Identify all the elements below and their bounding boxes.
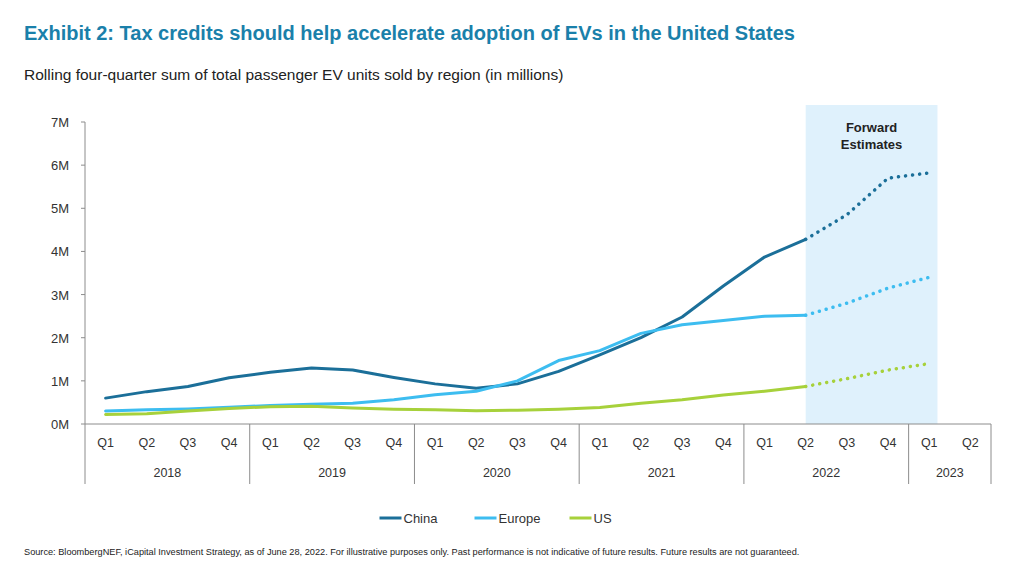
legend-label: China [404, 511, 439, 526]
title: Exhibit 2: Tax credits should help accel… [24, 22, 795, 44]
series-line [106, 386, 806, 414]
y-tick [81, 251, 85, 252]
x-group-label: 2020 [483, 466, 511, 480]
x-tick-label: Q2 [138, 436, 155, 450]
y-tick [81, 122, 85, 123]
group-separator [414, 424, 415, 484]
x-group-label: 2019 [318, 466, 346, 480]
x-tick-label: Q4 [386, 436, 403, 450]
group-separator [249, 424, 250, 484]
y-tick-label: 4M [51, 244, 69, 259]
x-tick-label: Q2 [962, 436, 979, 450]
y-tick-label: 5M [51, 201, 69, 216]
x-tick-label: Q1 [262, 436, 279, 450]
x-tick-label: Q4 [880, 436, 897, 450]
y-tick [81, 165, 85, 166]
x-tick-label: Q1 [591, 436, 608, 450]
y-tick-label: 0M [51, 417, 69, 432]
subtitle: Rolling four-quarter sum of total passen… [24, 66, 563, 83]
y-tick [81, 294, 85, 295]
x-tick-label: Q3 [674, 436, 691, 450]
x-tick-label: Q3 [344, 436, 361, 450]
y-axis [85, 122, 86, 424]
plot-area [106, 173, 930, 415]
x-tick-label: Q4 [715, 436, 732, 450]
x-tick-label: Q3 [180, 436, 197, 450]
x-tick-label: Q2 [468, 436, 485, 450]
x-tick-label: Q4 [221, 436, 238, 450]
forecast-line [806, 277, 930, 315]
legend-swatch [570, 517, 592, 520]
legend-swatch [475, 517, 497, 520]
x-tick-label: Q1 [97, 436, 114, 450]
x-group-label: 2021 [648, 466, 676, 480]
forecast-line [806, 173, 930, 239]
x-axis [85, 424, 991, 425]
y-tick-label: 3M [51, 288, 69, 303]
x-group-label: 2018 [153, 466, 181, 480]
y-tick-label: 2M [51, 331, 69, 346]
series-line [106, 239, 806, 398]
x-group-label: 2022 [812, 466, 840, 480]
x-tick-label: Q1 [427, 436, 444, 450]
y-tick [81, 380, 85, 381]
y-tick [81, 424, 85, 425]
forecast-line [806, 364, 930, 387]
x-tick-label: Q2 [303, 436, 320, 450]
group-separator [85, 424, 86, 484]
y-tick-label: 1M [51, 374, 69, 389]
x-tick-label: Q3 [839, 436, 856, 450]
group-separator [908, 424, 909, 484]
forecast-shade [806, 105, 938, 424]
x-group-label: 2023 [936, 466, 964, 480]
legend-label: Europe [499, 511, 541, 526]
x-tick-label: Q4 [550, 436, 567, 450]
y-tick-label: 6M [51, 158, 69, 173]
legend-label: US [594, 511, 612, 526]
x-tick-label: Q1 [756, 436, 773, 450]
x-tick-label: Q2 [797, 436, 814, 450]
y-tick-label: 7M [51, 115, 69, 130]
x-tick-label: Q2 [633, 436, 650, 450]
group-separator [579, 424, 580, 484]
group-separator [743, 424, 744, 484]
source: Source: BloombergNEF, iCapital Investmen… [24, 547, 799, 557]
legend-swatch [380, 517, 402, 520]
x-tick-label: Q3 [509, 436, 526, 450]
group-separator [991, 424, 992, 484]
y-tick [81, 208, 85, 209]
y-tick [81, 337, 85, 338]
background [0, 0, 1024, 576]
x-tick-label: Q1 [921, 436, 938, 450]
chart: Exhibit 2: Tax credits should help accel… [0, 0, 1024, 576]
annotation: ForwardEstimates [841, 120, 902, 152]
